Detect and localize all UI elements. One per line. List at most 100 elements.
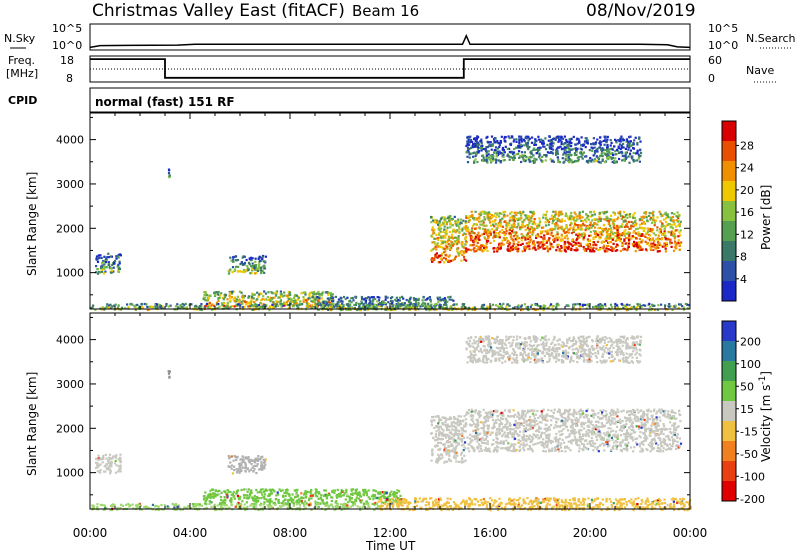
data-cell: [263, 497, 266, 500]
data-cell: [254, 464, 257, 467]
data-cell: [126, 303, 129, 306]
data-cell: [258, 490, 262, 494]
data-cell: [414, 308, 417, 311]
data-cell: [177, 306, 180, 309]
data-cell: [570, 148, 573, 151]
data-cell: [447, 235, 451, 238]
data-cell: [646, 242, 650, 245]
data-cell: [241, 500, 244, 503]
data-cell: [580, 228, 583, 231]
data-cell: [616, 506, 619, 509]
data-cell: [619, 138, 622, 141]
data-cell: [607, 151, 611, 154]
data-cell: [487, 141, 490, 144]
data-cell: [546, 143, 549, 146]
data-cell: [619, 233, 622, 236]
data-cell: [438, 231, 441, 235]
data-cell: [321, 291, 324, 294]
data-cell: [314, 492, 317, 495]
data-cell: [404, 305, 407, 309]
data-cell: [252, 305, 255, 308]
data-cell: [494, 222, 497, 226]
data-cell: [380, 501, 383, 504]
data-cell: [635, 241, 638, 244]
data-cell: [449, 248, 452, 251]
data-cell: [257, 500, 260, 503]
data-cell: [550, 139, 553, 142]
data-cell: [430, 306, 434, 309]
data-cell: [479, 223, 482, 226]
data-cell: [633, 216, 637, 220]
colorbar-tick-label: 20: [740, 184, 754, 197]
data-cell: [551, 151, 554, 154]
data-cell: [350, 301, 353, 304]
data-cell: [372, 296, 375, 299]
data-cell: [673, 237, 676, 240]
data-cell: [561, 218, 564, 221]
data-cell: [503, 231, 506, 234]
data-cell: [611, 152, 614, 155]
data-cell: [393, 495, 396, 498]
data-cell: [610, 306, 614, 309]
data-cell: [543, 154, 546, 157]
data-cell: [206, 304, 210, 307]
data-cell: [606, 250, 609, 253]
data-cell: [368, 302, 372, 305]
data-cell: [484, 245, 487, 248]
data-cell: [212, 492, 215, 495]
data-cell: [644, 235, 647, 238]
data-cell: [560, 235, 563, 238]
data-cell: [296, 494, 299, 497]
data-cell: [576, 142, 579, 145]
data-cell: [399, 501, 403, 504]
data-cell: [236, 455, 239, 458]
data-cell: [654, 234, 657, 237]
data-cell: [581, 144, 585, 147]
data-cell: [203, 306, 206, 309]
colorbar-swatch: [722, 161, 736, 182]
data-cell: [226, 494, 229, 497]
data-cell: [378, 296, 381, 299]
data-cell: [621, 154, 624, 158]
data-cell: [472, 155, 475, 158]
data-cell: [549, 142, 552, 146]
data-cell: [365, 491, 368, 494]
data-cell: [237, 270, 240, 273]
data-cell: [291, 493, 294, 496]
data-cell: [433, 257, 436, 260]
data-cell: [107, 261, 110, 264]
data-cell: [255, 305, 258, 308]
data-cell: [609, 156, 612, 159]
data-cell: [626, 249, 629, 252]
data-cell: [616, 249, 619, 252]
data-cell: [568, 242, 571, 245]
data-cell: [214, 489, 217, 492]
data-cell: [508, 308, 511, 311]
data-cell: [592, 241, 596, 244]
data-cell: [202, 296, 205, 299]
data-cell: [507, 155, 510, 158]
data-cell: [117, 458, 120, 461]
data-cell: [603, 244, 606, 247]
data-cell: [587, 225, 590, 229]
data-cell: [637, 153, 640, 156]
data-cell: [558, 226, 561, 229]
data-cell: [542, 142, 545, 145]
data-cell: [587, 161, 590, 164]
data-cell: [340, 308, 343, 312]
data-cell: [438, 255, 441, 259]
data-cell: [485, 159, 488, 162]
data-cell: [654, 219, 657, 222]
data-cell: [560, 136, 563, 139]
data-cell: [499, 222, 502, 225]
data-cell: [570, 247, 573, 250]
colorbar-swatch: [722, 201, 736, 222]
data-cell: [345, 490, 348, 494]
data-cell: [429, 306, 432, 309]
data-cell: [550, 142, 553, 145]
data-cell: [497, 215, 501, 218]
data-cell: [517, 503, 520, 506]
data-cell: [510, 230, 514, 233]
data-cell: [550, 243, 553, 246]
data-cell: [566, 214, 569, 217]
